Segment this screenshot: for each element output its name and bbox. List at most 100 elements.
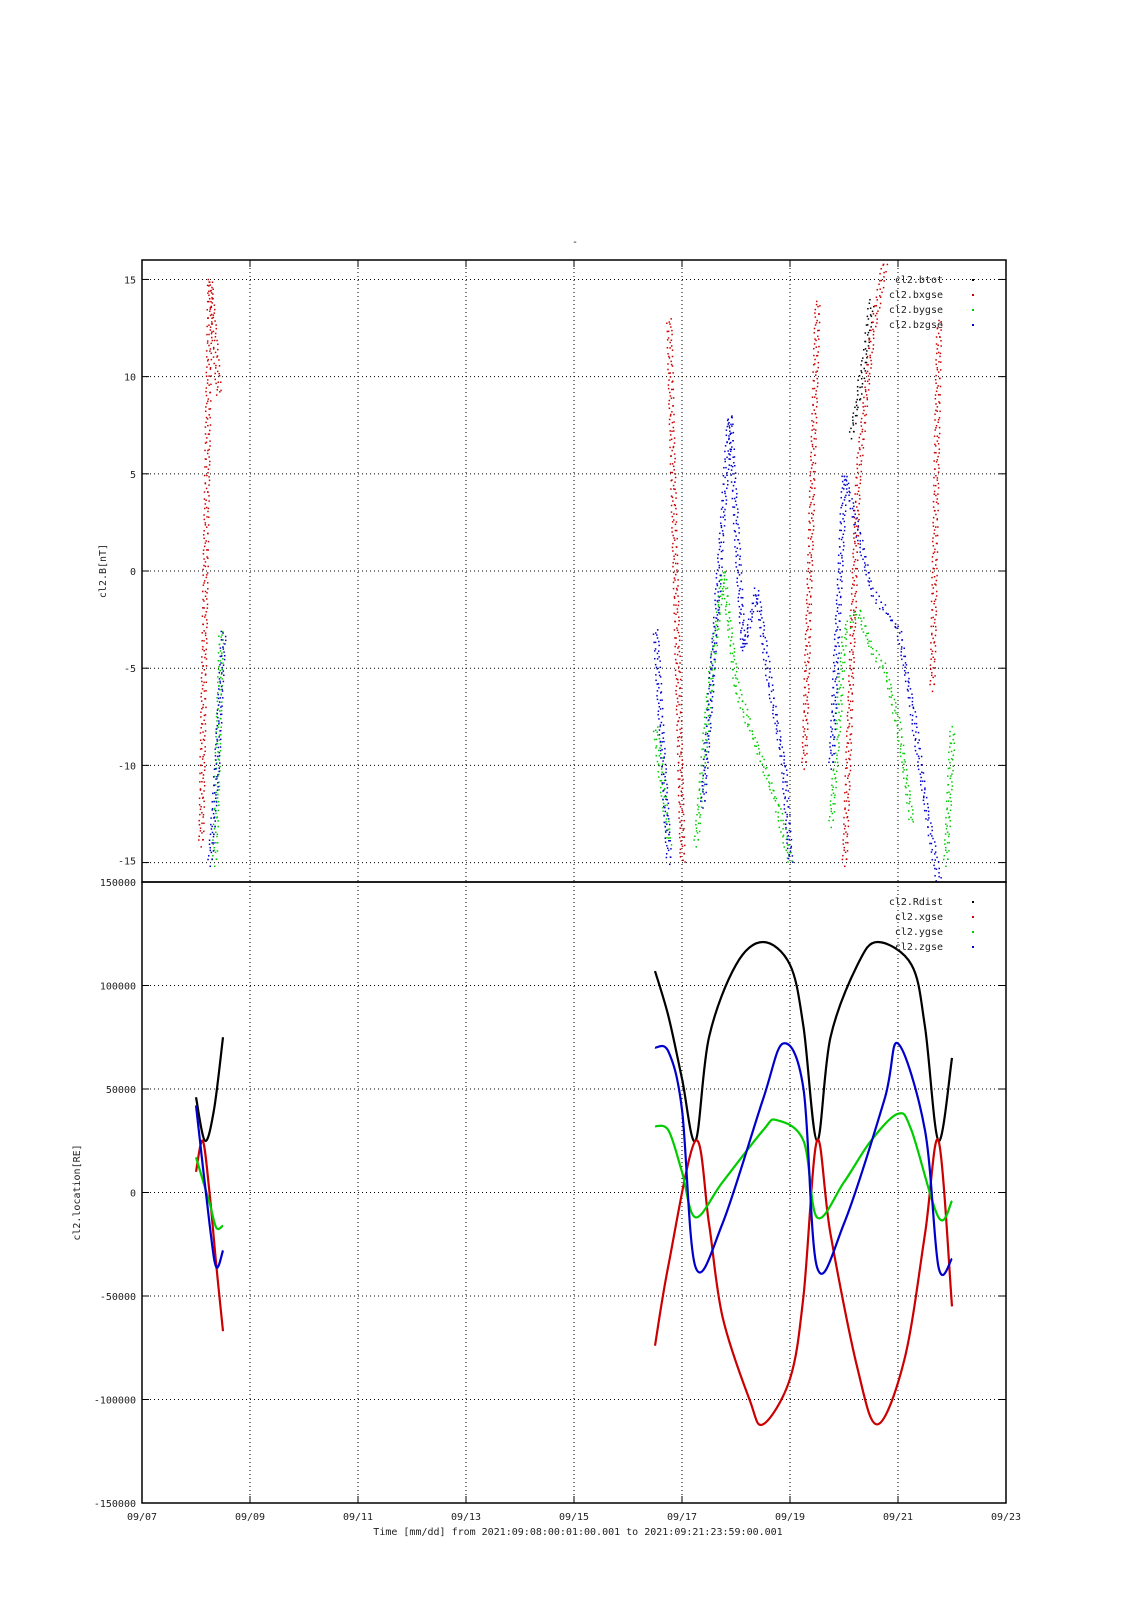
data-point xyxy=(673,469,675,471)
data-point xyxy=(726,456,728,459)
data-point xyxy=(939,394,941,396)
data-point xyxy=(208,476,210,478)
data-point xyxy=(938,319,940,322)
data-point xyxy=(666,347,669,349)
data-point xyxy=(673,488,675,490)
data-point xyxy=(900,646,903,648)
data-point xyxy=(896,724,899,727)
data-point xyxy=(948,835,950,838)
data-point xyxy=(834,712,837,714)
data-point xyxy=(210,289,212,292)
data-point xyxy=(839,730,841,733)
data-point xyxy=(704,742,706,744)
data-point xyxy=(911,714,914,717)
data-point xyxy=(930,658,932,660)
data-point xyxy=(697,839,699,841)
data-point xyxy=(727,450,729,452)
data-point xyxy=(678,616,680,618)
data-point xyxy=(673,537,675,539)
data-point xyxy=(674,504,677,507)
data-point xyxy=(207,532,209,535)
data-point xyxy=(849,733,852,736)
data-point xyxy=(217,704,220,706)
data-point xyxy=(934,851,937,853)
data-point xyxy=(936,567,938,570)
data-point xyxy=(663,821,665,824)
data-point xyxy=(670,345,673,347)
data-point xyxy=(818,338,820,340)
data-point xyxy=(705,725,708,728)
data-point xyxy=(714,627,717,629)
data-point xyxy=(884,662,887,664)
data-point xyxy=(216,816,219,818)
data-point xyxy=(832,819,834,822)
data-point xyxy=(903,669,906,672)
data-point xyxy=(682,811,684,813)
data-point xyxy=(201,780,203,783)
data-point xyxy=(927,819,929,821)
data-point xyxy=(201,615,204,617)
series-points-cl2.bxgse xyxy=(929,319,943,693)
data-point xyxy=(876,288,879,291)
data-point xyxy=(912,813,914,815)
data-point xyxy=(218,722,220,724)
data-point xyxy=(710,653,713,655)
data-point xyxy=(662,790,664,792)
data-point xyxy=(931,540,934,543)
data-point xyxy=(929,842,931,845)
data-point xyxy=(199,739,202,742)
data-point xyxy=(856,551,858,553)
data-point xyxy=(870,367,872,369)
data-point xyxy=(903,655,905,658)
data-point xyxy=(720,558,722,560)
legend-label: cl2.xgse xyxy=(895,912,943,923)
data-point xyxy=(664,787,666,790)
data-point xyxy=(713,625,716,628)
data-point xyxy=(861,382,864,385)
data-point xyxy=(899,755,902,758)
data-point xyxy=(882,667,884,669)
data-point xyxy=(216,850,219,852)
data-point xyxy=(850,427,852,430)
data-point xyxy=(217,386,219,388)
data-point xyxy=(201,590,204,593)
data-point xyxy=(864,562,866,564)
data-point xyxy=(834,699,836,702)
data-point xyxy=(724,518,726,521)
data-point xyxy=(931,835,933,837)
data-point xyxy=(891,619,893,622)
data-point xyxy=(837,749,840,752)
data-point xyxy=(789,850,792,852)
data-point xyxy=(671,355,674,358)
data-point xyxy=(867,345,870,347)
data-point xyxy=(785,826,787,829)
data-point xyxy=(934,634,937,637)
data-point xyxy=(678,645,680,648)
data-point xyxy=(739,548,742,550)
data-point xyxy=(211,336,213,339)
data-point xyxy=(656,667,658,670)
data-point xyxy=(655,674,657,676)
data-point xyxy=(656,731,658,733)
data-point xyxy=(936,440,939,442)
data-point xyxy=(940,877,942,879)
data-point xyxy=(842,564,844,567)
data-point xyxy=(844,825,847,827)
data-point xyxy=(847,711,849,714)
data-point xyxy=(854,406,856,409)
data-point xyxy=(859,448,861,451)
data-point xyxy=(859,543,861,545)
data-point xyxy=(722,511,725,513)
data-point xyxy=(678,811,680,813)
data-point xyxy=(860,371,863,374)
data-point xyxy=(850,603,853,605)
data-point xyxy=(862,349,865,351)
data-point xyxy=(932,521,934,524)
data-point xyxy=(930,851,933,853)
data-point xyxy=(880,659,882,662)
data-point xyxy=(211,801,213,803)
data-point xyxy=(905,793,907,796)
data-point xyxy=(813,327,816,330)
data-point xyxy=(808,490,811,492)
data-point xyxy=(209,460,211,463)
